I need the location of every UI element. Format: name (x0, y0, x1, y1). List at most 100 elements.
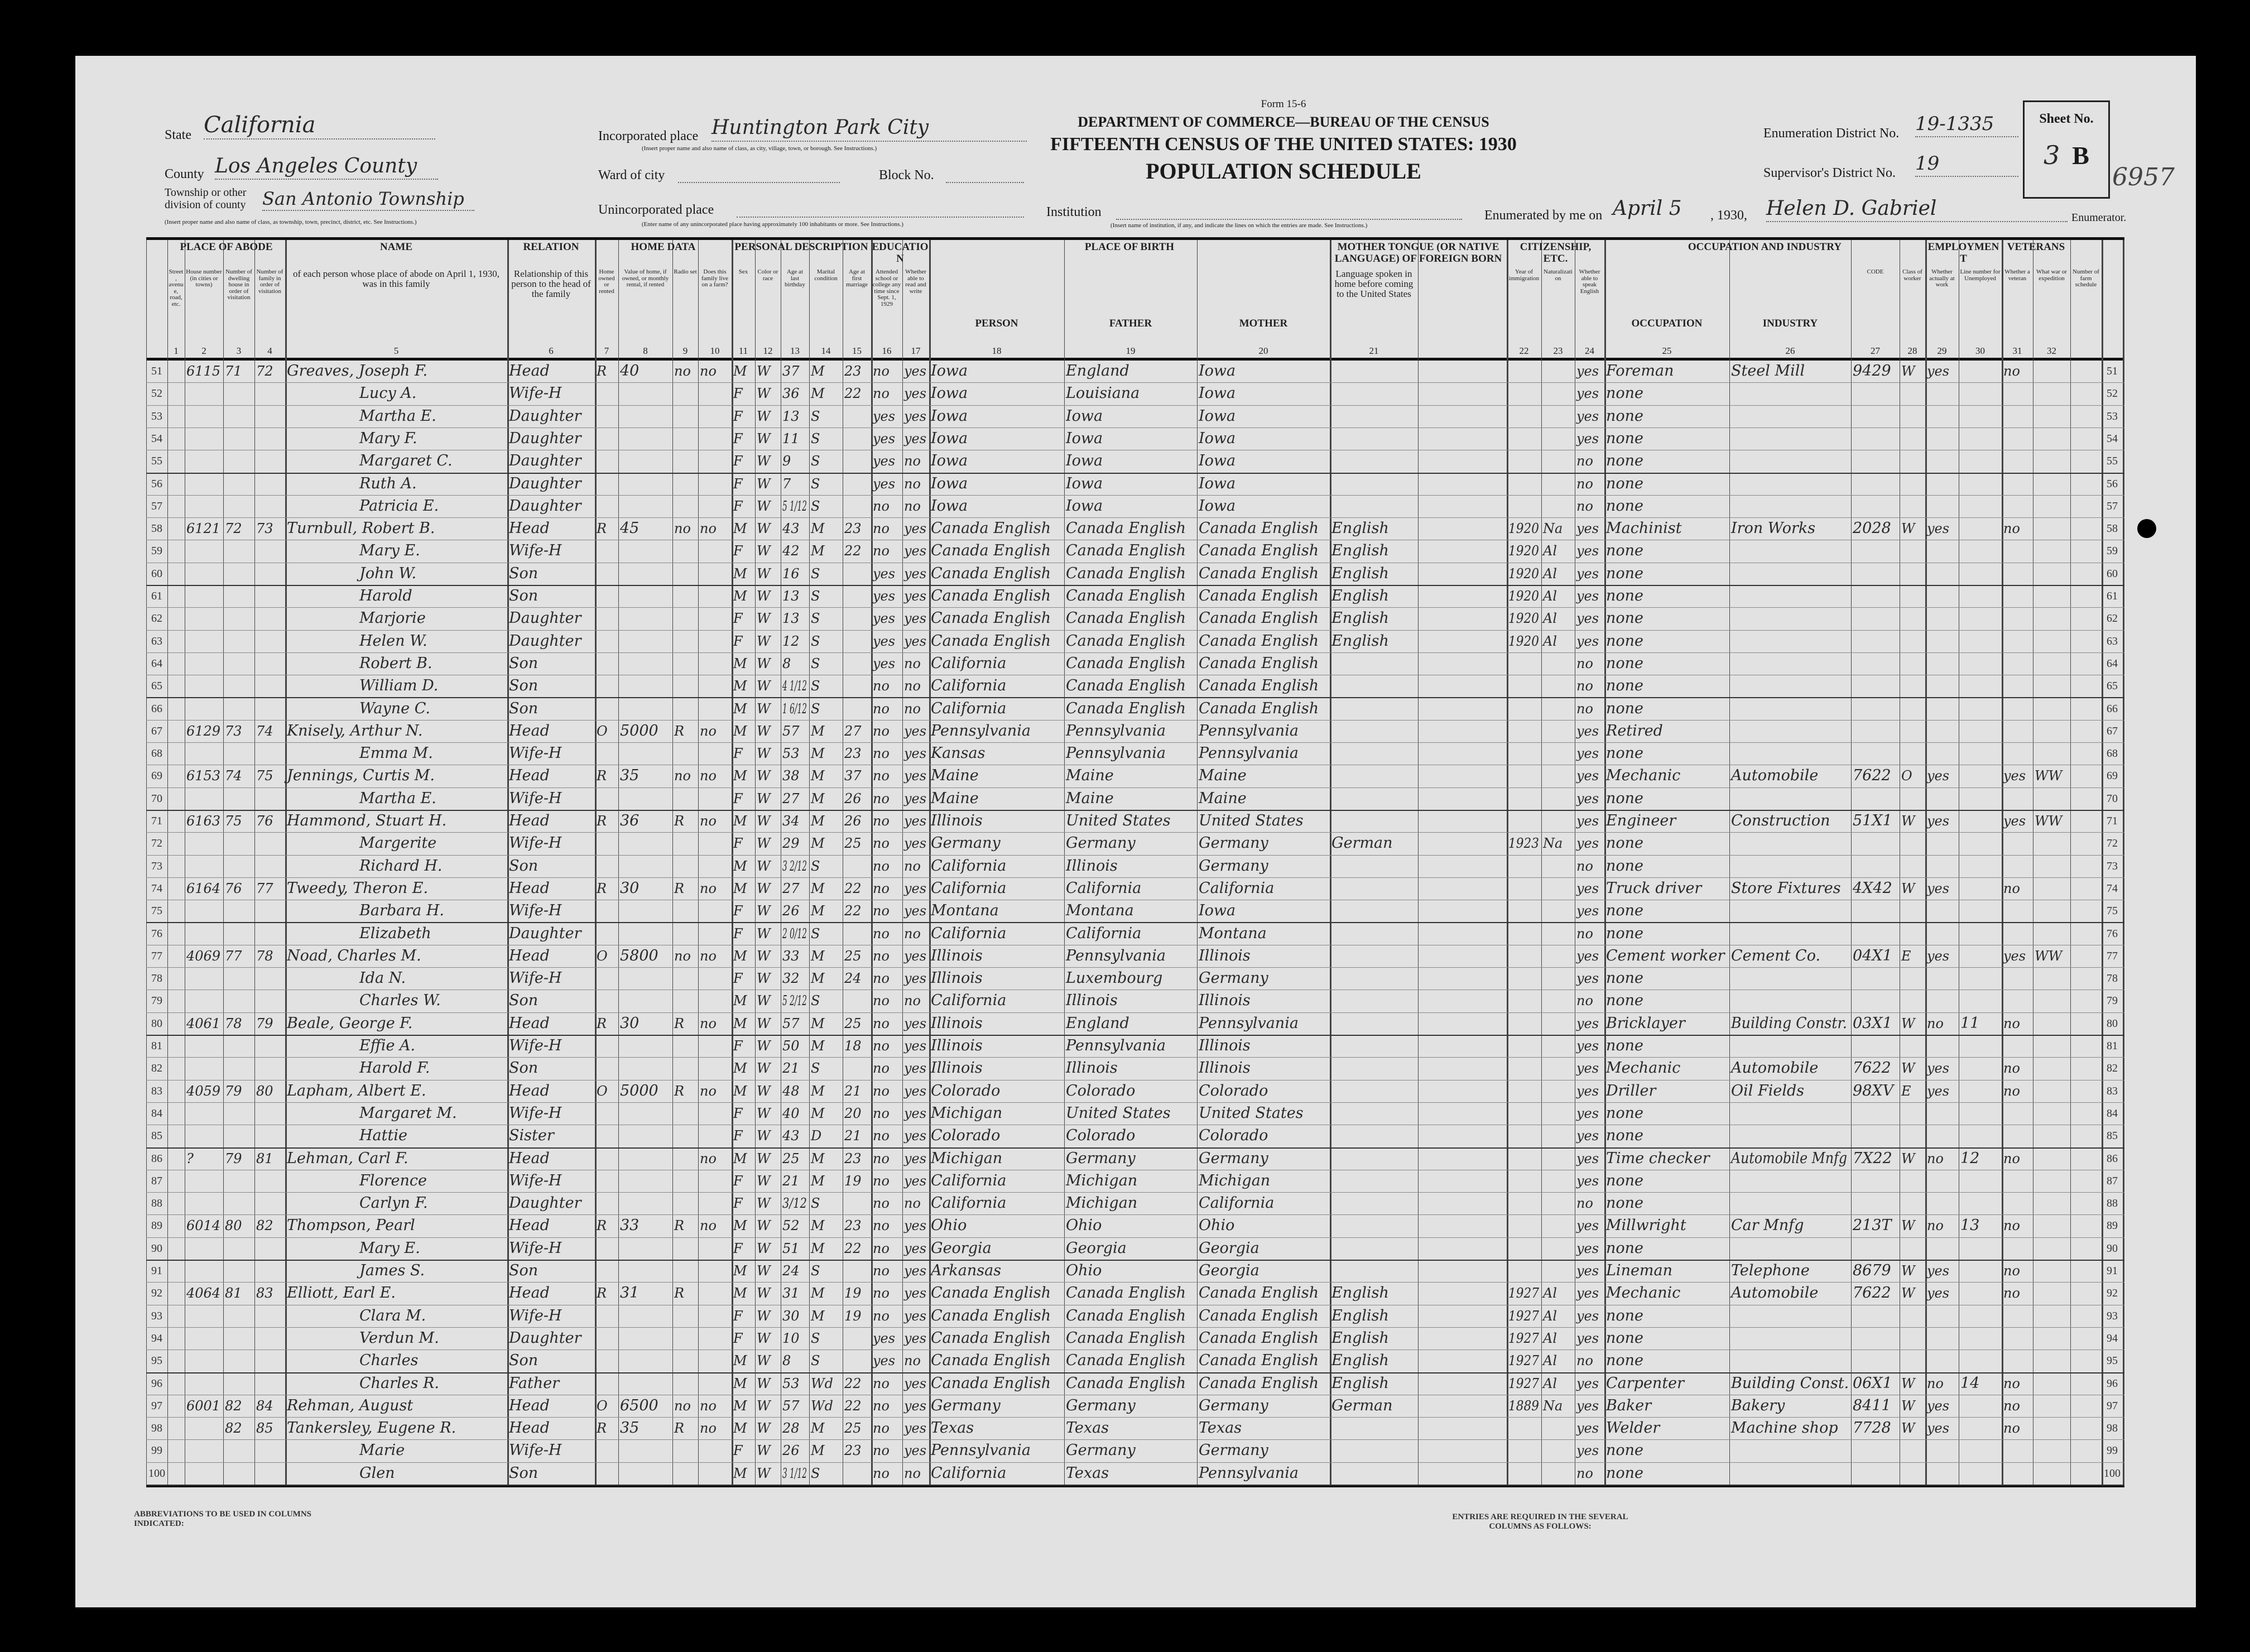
cell-tenure (597, 405, 617, 428)
cell-relation: Wife-H (509, 834, 562, 852)
cell-birth-father: Montana (1066, 902, 1134, 919)
column-divider (146, 240, 147, 1485)
cell-family: 80 (256, 1083, 273, 1099)
cell-birth-person: Montana (931, 902, 999, 919)
cell-read: no (904, 1195, 921, 1211)
cell-war (2035, 990, 2069, 1012)
cell-marital: M (811, 1151, 825, 1166)
cell-immigration: 1927 (1508, 1308, 1539, 1324)
cell-class (1901, 1237, 1924, 1260)
cell-radio: no (674, 363, 691, 379)
cell-naturalization (1543, 495, 1573, 517)
cell-class (1901, 900, 1924, 922)
cell-immigration (1508, 742, 1540, 765)
cell-marital: M (811, 1308, 825, 1324)
cell-school: no (873, 1263, 890, 1279)
cell-occupation: Cement worker (1606, 947, 1725, 964)
cell-name: Margerite (359, 834, 437, 852)
cell-sex: M (733, 701, 747, 717)
cell-farm (700, 1350, 730, 1372)
line-number: 88 (151, 1197, 162, 1209)
cell-birth-father: Colorado (1066, 1127, 1136, 1144)
line-number: 55 (2107, 455, 2118, 467)
cell-birth-mother: Colorado (1199, 1082, 1268, 1099)
line-number: 100 (148, 1467, 165, 1480)
cell-occupation: Bricklayer (1606, 1015, 1685, 1032)
cell-veteran: no (2003, 1420, 2020, 1436)
cell-dwelling: 75 (225, 813, 242, 829)
column-number: 2 (201, 345, 206, 356)
cell-war (2035, 855, 2069, 877)
cell-relation: Daughter (509, 497, 581, 515)
cell-marital: M (811, 903, 825, 919)
cell-at-work (1927, 855, 1957, 877)
cell-birth-father: Iowa (1066, 452, 1103, 469)
cell-read: yes (904, 431, 927, 446)
cell-war (2035, 1462, 2069, 1485)
cell-tenure (597, 428, 617, 450)
row-rule (146, 1237, 2124, 1238)
cell-value: 5000 (620, 722, 658, 739)
cell-industry: Building Constr. (1731, 1015, 1847, 1032)
cell-value (620, 450, 671, 472)
cell-house: 6115 (186, 363, 221, 379)
cell-school: no (873, 791, 890, 806)
cell-school: no (873, 1173, 890, 1189)
cell-class (1901, 1192, 1924, 1214)
cell-industry (1731, 967, 1849, 990)
cell-family (256, 495, 283, 517)
cell-race: W (757, 1083, 771, 1099)
column-number: 3 (236, 345, 242, 356)
cell-house (186, 405, 222, 428)
line-number: 73 (2107, 860, 2118, 872)
cell-war (2035, 473, 2069, 495)
cell-birth-mother: Canada English (1199, 1329, 1319, 1347)
cell-birth-mother: Canada English (1199, 1375, 1319, 1392)
cell-unemployment (1960, 1237, 2000, 1260)
column-header-code: CODE (1867, 268, 1884, 275)
column-number: 10 (710, 345, 720, 356)
cell-veteran (2003, 990, 2031, 1012)
cell-birth-father: Iowa (1066, 475, 1103, 492)
cell-war (2035, 1170, 2069, 1192)
cell-birth-person: Illinois (931, 812, 983, 829)
cell-relation: Head (509, 947, 550, 964)
cell-language: English (1331, 520, 1389, 537)
cell-war (2035, 405, 2069, 428)
cell-naturalization (1543, 855, 1573, 877)
cell-sex: F (733, 1128, 743, 1144)
line-number: 74 (151, 882, 162, 895)
cell-value: 35 (620, 767, 640, 784)
cell-race: W (757, 723, 771, 739)
cell-family: 73 (256, 521, 273, 536)
cell-language: German (1331, 834, 1393, 852)
cell-veteran (2003, 1192, 2031, 1214)
cell-at-work (1927, 585, 1957, 607)
cell-name: Robert B. (359, 655, 432, 672)
column-divider (1064, 240, 1065, 1485)
line-number: 57 (151, 500, 162, 512)
cell-school: yes (873, 611, 896, 626)
cell-dwelling: 76 (225, 881, 242, 896)
cell-farm (700, 1372, 730, 1395)
cell-farm: no (700, 813, 717, 829)
cell-birth-father: Luxembourg (1066, 969, 1163, 987)
cell-birth-father: Maine (1066, 790, 1114, 807)
cell-birth-father: Canada English (1066, 520, 1186, 537)
cell-birth-person: Iowa (931, 475, 968, 492)
column-divider (1330, 240, 1331, 1485)
cell-birth-father: Iowa (1066, 407, 1103, 425)
cell-birth-mother: Montana (1199, 925, 1267, 942)
cell-marital: M (811, 543, 825, 559)
cell-read: yes (904, 566, 927, 582)
cell-war (2035, 1372, 2069, 1395)
column-number: 30 (1975, 345, 1985, 356)
cell-family: 84 (256, 1398, 273, 1414)
cell-race: W (757, 1106, 771, 1121)
cell-value (620, 1192, 671, 1214)
cell-radio (674, 967, 696, 990)
cell-farm: no (700, 363, 717, 379)
cell-age: 43 (782, 521, 800, 536)
cell-family (256, 1305, 283, 1327)
line-number: 86 (2107, 1152, 2118, 1165)
